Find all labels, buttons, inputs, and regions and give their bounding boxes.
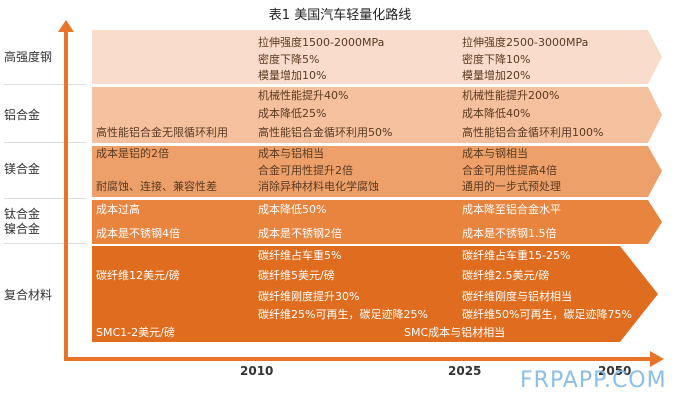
band-arrow-shape	[92, 87, 662, 143]
cell-composite-now-price: 碳纤维12美元/磅	[96, 269, 180, 282]
cell-titanium-2025-stainless: 成本是不锈钢1.5倍	[462, 227, 557, 240]
cell-titanium-now-stainless: 成本是不锈钢4倍	[96, 227, 180, 240]
cell-titanium-now-cost: 成本过高	[96, 203, 140, 216]
row-label-titanium-nickel-alloy: 钛合金 镍合金	[4, 207, 41, 236]
cell-aluminum-2025-cost: 成本降低40%	[462, 107, 531, 120]
timeline-y-arrow-icon	[58, 20, 74, 32]
cell-composite-2025-price: 碳纤维2.5美元/磅	[462, 269, 550, 282]
cell-composite-2010-stiffness: 碳纤维刚度提升30%	[258, 290, 360, 303]
cell-steel-2025-modulus: 模量增加20%	[462, 69, 531, 82]
band-arrow-shape	[92, 200, 662, 244]
cell-composite-now-smc: SMC1-2美元/磅	[96, 326, 175, 339]
cell-titanium-2025-cost: 成本降至铝合金水平	[462, 203, 561, 216]
cell-titanium-2010-stainless: 成本是不锈钢2倍	[258, 227, 342, 240]
cell-composite-future-smc: SMC成本与铝材相当	[404, 326, 506, 339]
cell-aluminum-2010-recycling: 高性能铝合金循环利用50%	[258, 126, 393, 139]
cell-magnesium-2010-availability: 合金可用性提升2倍	[258, 164, 353, 177]
cell-composite-2010-weight-share: 碳纤维占车重5%	[258, 249, 342, 262]
cell-steel-2010-density: 密度下降5%	[258, 53, 320, 66]
cell-aluminum-now-recycling: 高性能铝合金无限循环利用	[96, 126, 228, 139]
band-aluminum-alloy	[92, 87, 664, 143]
cell-magnesium-2025-cost: 成本与钢相当	[462, 147, 528, 160]
row-divider	[4, 84, 86, 85]
cell-composite-2025-weight-share: 碳纤维占车重15-25%	[462, 249, 571, 262]
axis-year-2010: 2010	[240, 364, 274, 378]
cell-composite-2010-recyclable: 碳纤维25%可再生，碳足迹降25%	[258, 308, 428, 321]
cell-magnesium-2025-pretreatment: 通用的一步式预处理	[462, 180, 561, 193]
cell-aluminum-2025-mechanical: 机械性能提升200%	[462, 89, 560, 102]
cell-steel-2010-modulus: 模量增加10%	[258, 69, 327, 82]
band-arrow-shape	[92, 246, 658, 342]
timeline-y-axis	[64, 28, 68, 361]
cell-aluminum-2025-recycling: 高性能铝合金循环利用100%	[462, 126, 604, 139]
cell-magnesium-2010-cost: 成本与铝相当	[258, 147, 324, 160]
cell-magnesium-2010-corrosion: 消除异种材料电化学腐蚀	[258, 180, 379, 193]
band-composites	[92, 246, 664, 342]
band-high-strength-steel	[92, 30, 664, 84]
cell-titanium-2010-cost: 成本降低50%	[258, 203, 327, 216]
axis-year-2025: 2025	[448, 364, 482, 378]
row-divider	[4, 142, 86, 143]
band-arrow-shape	[92, 146, 662, 197]
cell-magnesium-now-cost: 成本是铝的2倍	[96, 147, 169, 160]
row-label-high-strength-steel: 高强度钢	[4, 50, 53, 64]
row-label-composites: 复合材料	[4, 288, 53, 302]
cell-composite-2025-recyclable: 碳纤维50%可再生，碳足迹降75%	[462, 308, 632, 321]
band-titanium-nickel-alloy	[92, 200, 664, 244]
row-divider	[4, 198, 86, 199]
band-magnesium-alloy	[92, 146, 664, 197]
axis-year-2050: 2050	[598, 364, 632, 378]
timeline-x-arrow-icon	[650, 351, 664, 367]
cell-steel-2025-strength: 拉伸强度2500-3000MPa	[462, 36, 589, 49]
cell-steel-2025-density: 密度下降10%	[462, 53, 531, 66]
row-divider	[4, 243, 86, 244]
band-arrow-shape	[92, 30, 662, 84]
cell-aluminum-2010-mechanical: 机械性能提升40%	[258, 89, 349, 102]
timeline-x-axis	[64, 357, 652, 361]
cell-magnesium-2025-availability: 合金可用性提高4倍	[462, 164, 557, 177]
table-title: 表1 美国汽车轻量化路线	[268, 8, 412, 23]
cell-steel-2010-strength: 拉伸强度1500-2000MPa	[258, 36, 385, 49]
watermark: FRPAPP.COM	[520, 368, 667, 393]
row-label-aluminum-alloy: 铝合金	[4, 108, 41, 122]
row-label-magnesium-alloy: 镁合金	[4, 162, 41, 176]
cell-composite-2025-stiffness: 碳纤维刚度与铝材相当	[462, 290, 572, 303]
cell-composite-2010-price: 碳纤维5美元/磅	[258, 269, 335, 282]
cell-magnesium-now-corrosion: 耐腐蚀、连接、兼容性差	[96, 180, 217, 193]
cell-aluminum-2010-cost: 成本降低25%	[258, 107, 327, 120]
